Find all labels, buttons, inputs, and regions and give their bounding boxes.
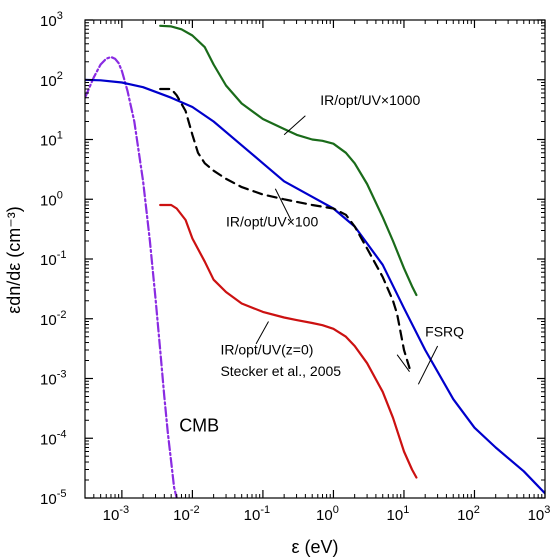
x-tick-label-7: 103 [528,504,551,524]
x-tick-label-4: 100 [316,504,339,524]
series-line-2 [85,78,545,495]
annotation-2: IR/opt/UV×100 [226,213,318,229]
y-tick-label-9: 103 [40,10,63,30]
y-tick-label-6: 100 [40,189,63,209]
series-line-3 [159,24,418,297]
annotation-leader-2 [274,188,292,221]
x-tick-label-5: 101 [387,504,410,524]
x-tick-label-1: 10-3 [103,504,129,524]
series-line-4 [159,87,411,370]
annotation-6: CMB [179,415,219,435]
annotation-leader-1 [283,115,306,136]
x-axis-title: ε (eV) [291,537,338,557]
y-tick-label-8: 102 [40,70,63,90]
plot-layer: IR/opt/UV×1000 IR/opt/UV×100 IR/opt/UV(z=0… [85,24,545,498]
x-tick-label-3: 10-1 [244,504,270,524]
annotation-leader-4 [396,354,410,372]
x-tick-label-6: 102 [457,504,480,524]
series-line-1 [85,55,178,498]
y-tick-label-4: 10-2 [40,309,66,329]
axis-layer: 10-3 10-2 10-1 100 101 102 103 10-5 10-4 10-3 10-2… [40,10,550,524]
y-axis-title: εdn/dε (cm⁻³) [4,206,24,314]
y-tick-label-5: 10-1 [40,249,66,269]
series-line-5 [159,203,418,479]
x-tick-label-2: 10-2 [173,504,199,524]
y-tick-label-2: 10-4 [40,428,66,448]
annotation-leader-3 [255,321,269,345]
annotation-3: IR/opt/UV(z=0) [220,342,313,358]
annotation-5: FSRQ [425,324,464,340]
y-tick-label-1: 10-5 [40,488,66,508]
annotation-1: IR/opt/UV×1000 [320,92,420,108]
y-tick-label-7: 101 [40,130,63,150]
annotation-leader-5 [417,345,439,385]
y-tick-label-3: 10-3 [40,369,66,389]
annotation-4: Stecker et al., 2005 [220,363,341,379]
